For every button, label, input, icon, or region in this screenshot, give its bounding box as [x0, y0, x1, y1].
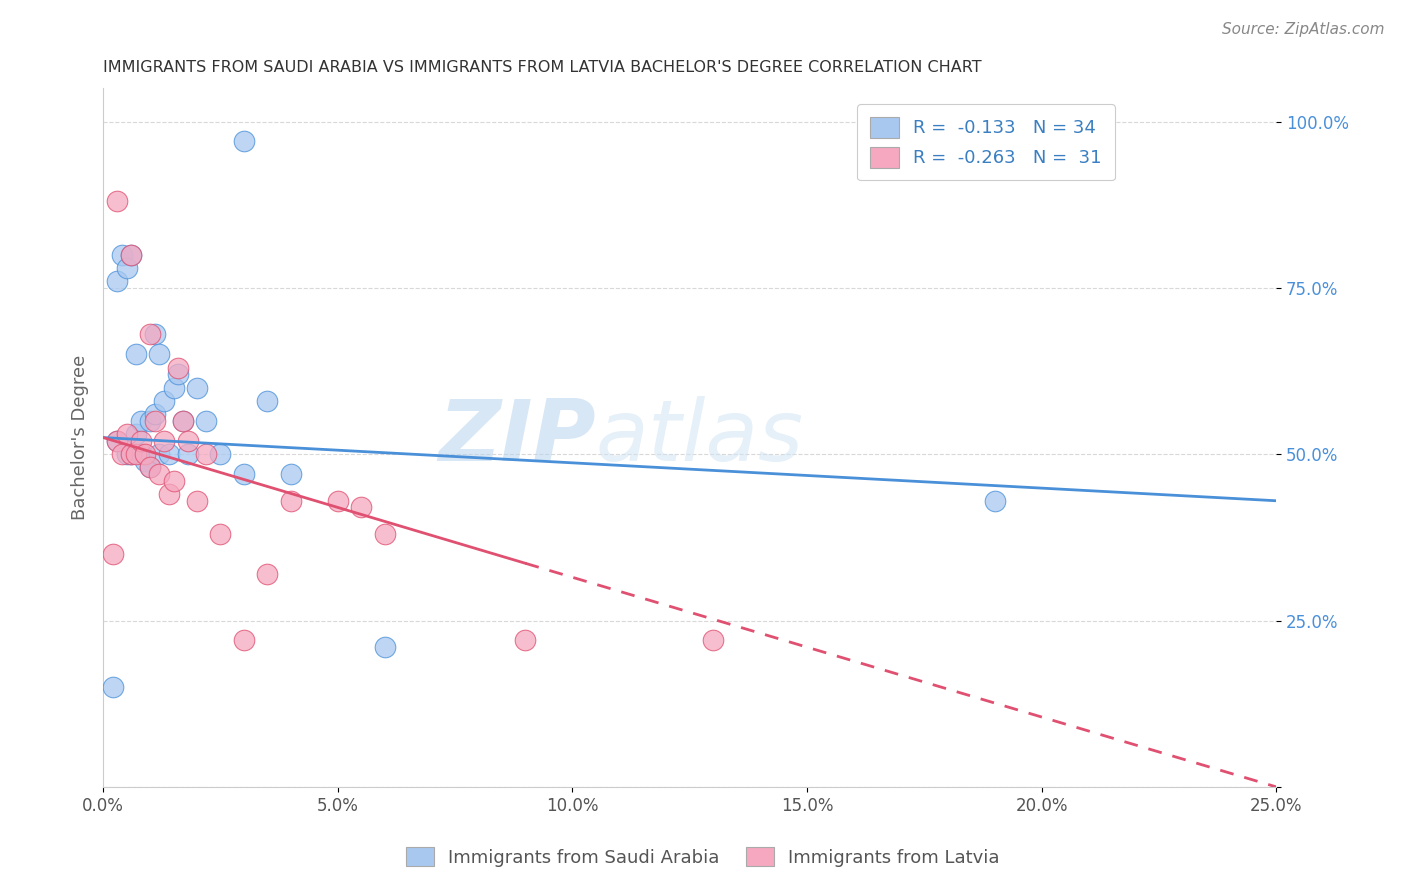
Point	[167, 368, 190, 382]
Point	[139, 327, 162, 342]
Point	[129, 434, 152, 448]
Point	[129, 414, 152, 428]
Point	[153, 434, 176, 448]
Point	[101, 547, 124, 561]
Point	[115, 260, 138, 275]
Point	[143, 414, 166, 428]
Point	[105, 194, 128, 209]
Point	[209, 447, 232, 461]
Point	[148, 447, 170, 461]
Point	[115, 427, 138, 442]
Point	[176, 447, 198, 461]
Point	[702, 633, 724, 648]
Point	[515, 633, 537, 648]
Y-axis label: Bachelor's Degree: Bachelor's Degree	[72, 355, 89, 520]
Point	[176, 434, 198, 448]
Text: IMMIGRANTS FROM SAUDI ARABIA VS IMMIGRANTS FROM LATVIA BACHELOR'S DEGREE CORRELA: IMMIGRANTS FROM SAUDI ARABIA VS IMMIGRAN…	[103, 60, 981, 75]
Legend: Immigrants from Saudi Arabia, Immigrants from Latvia: Immigrants from Saudi Arabia, Immigrants…	[399, 840, 1007, 874]
Point	[195, 414, 218, 428]
Point	[153, 394, 176, 409]
Point	[111, 447, 134, 461]
Point	[143, 327, 166, 342]
Point	[374, 640, 396, 654]
Point	[157, 447, 180, 461]
Point	[125, 447, 148, 461]
Text: atlas: atlas	[596, 396, 804, 479]
Legend: R =  -0.133   N = 34, R =  -0.263   N =  31: R = -0.133 N = 34, R = -0.263 N = 31	[858, 104, 1115, 180]
Point	[120, 247, 142, 261]
Point	[374, 527, 396, 541]
Point	[280, 467, 302, 482]
Point	[101, 680, 124, 694]
Point	[125, 347, 148, 361]
Text: Source: ZipAtlas.com: Source: ZipAtlas.com	[1222, 22, 1385, 37]
Point	[125, 427, 148, 442]
Point	[139, 414, 162, 428]
Point	[105, 274, 128, 288]
Point	[134, 447, 156, 461]
Point	[326, 493, 349, 508]
Point	[129, 447, 152, 461]
Point	[157, 487, 180, 501]
Point	[120, 447, 142, 461]
Point	[167, 360, 190, 375]
Point	[350, 500, 373, 515]
Point	[105, 434, 128, 448]
Point	[186, 493, 208, 508]
Point	[115, 447, 138, 461]
Point	[172, 414, 194, 428]
Text: ZIP: ZIP	[439, 396, 596, 479]
Point	[983, 493, 1005, 508]
Point	[195, 447, 218, 461]
Point	[186, 381, 208, 395]
Point	[139, 460, 162, 475]
Point	[111, 247, 134, 261]
Point	[256, 566, 278, 581]
Point	[209, 527, 232, 541]
Point	[120, 247, 142, 261]
Point	[232, 467, 254, 482]
Point	[162, 474, 184, 488]
Point	[162, 381, 184, 395]
Point	[148, 467, 170, 482]
Point	[172, 414, 194, 428]
Point	[120, 447, 142, 461]
Point	[256, 394, 278, 409]
Point	[105, 434, 128, 448]
Point	[143, 407, 166, 421]
Point	[232, 135, 254, 149]
Point	[232, 633, 254, 648]
Point	[134, 454, 156, 468]
Point	[148, 347, 170, 361]
Point	[280, 493, 302, 508]
Point	[139, 460, 162, 475]
